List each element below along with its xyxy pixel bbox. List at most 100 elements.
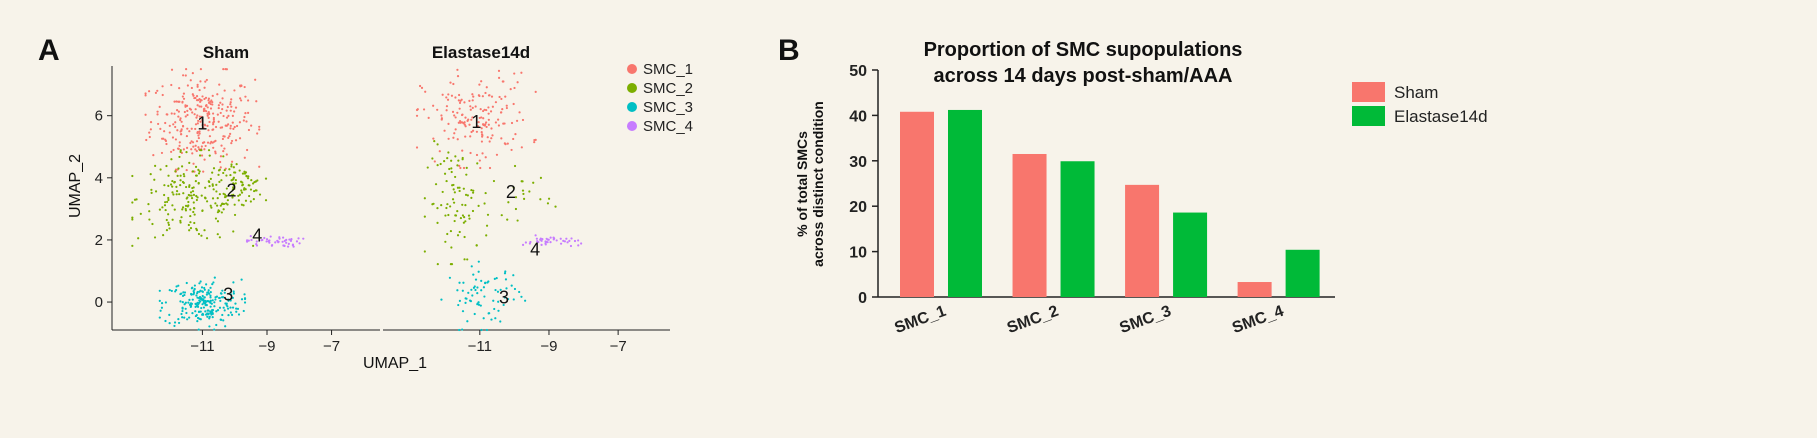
umap-point-smc1 — [452, 136, 455, 139]
umap-point-smc4 — [577, 244, 580, 247]
umap-point-smc2 — [456, 210, 459, 213]
umap-point-smc2 — [221, 202, 224, 205]
umap-point-smc1 — [196, 131, 199, 134]
umap-point-smc3 — [461, 310, 465, 313]
umap-point-smc1 — [445, 105, 449, 108]
umap-point-smc3 — [170, 289, 173, 293]
umap-point-smc3 — [209, 294, 212, 297]
umap-point-smc1 — [159, 127, 162, 131]
umap-point-smc1 — [204, 96, 208, 99]
umap-point-smc1 — [534, 90, 537, 93]
umap-point-smc2 — [547, 197, 551, 200]
umap-point-smc2 — [192, 186, 195, 189]
umap-point-smc3 — [198, 295, 202, 299]
umap-point-smc1 — [453, 132, 456, 135]
umap-point-smc2 — [471, 209, 475, 213]
umap-point-smc3 — [458, 328, 461, 332]
umap-point-smc1 — [488, 166, 492, 170]
umap-point-smc1 — [512, 137, 515, 141]
umap-point-smc1 — [471, 129, 475, 132]
umap-point-smc2 — [167, 174, 170, 177]
umap-point-smc4 — [247, 239, 250, 242]
umap-point-smc1 — [209, 102, 212, 106]
umap-point-smc3 — [198, 301, 201, 304]
umap-point-smc1 — [160, 151, 164, 155]
umap-point-smc2 — [195, 227, 198, 230]
umap-point-smc2 — [230, 165, 233, 168]
umap-point-smc2 — [188, 229, 191, 232]
umap-point-smc3 — [204, 310, 207, 313]
umap-point-smc3 — [202, 301, 205, 304]
umap-x-tick-label: −7 — [323, 338, 340, 355]
bar-elastase14d-smc2 — [1060, 161, 1095, 297]
umap-point-smc1 — [515, 119, 519, 122]
umap-point-smc2 — [447, 213, 450, 217]
umap-point-smc2 — [464, 193, 468, 196]
umap-point-smc1 — [458, 164, 461, 168]
umap-point-smc3 — [240, 298, 244, 301]
umap-point-smc1 — [533, 141, 536, 144]
umap-point-smc2 — [476, 162, 479, 165]
umap-point-smc1 — [441, 93, 444, 96]
umap-point-smc2 — [436, 207, 439, 210]
umap-point-smc3 — [231, 296, 234, 299]
umap-point-smc2 — [172, 193, 175, 196]
umap-point-smc1 — [206, 114, 209, 117]
umap-point-smc3 — [181, 309, 184, 313]
umap-point-smc2 — [179, 221, 182, 224]
umap-point-smc2 — [175, 190, 179, 193]
umap-point-smc1 — [480, 127, 483, 130]
umap-point-smc1 — [456, 68, 459, 71]
umap-point-smc1 — [200, 154, 204, 157]
umap-point-smc2 — [472, 189, 475, 192]
umap-point-smc1 — [219, 166, 222, 169]
umap-elastase-title: Elastase14d — [432, 43, 530, 62]
umap-point-smc3 — [224, 302, 227, 305]
umap-point-smc2 — [234, 178, 237, 182]
umap-point-smc1 — [471, 106, 474, 109]
bar-sham-smc3 — [1125, 184, 1160, 297]
umap-point-smc2 — [197, 232, 201, 236]
umap-point-smc1 — [222, 114, 225, 118]
umap-point-smc2 — [192, 210, 195, 214]
umap-point-smc1 — [459, 121, 462, 124]
umap-point-smc1 — [479, 166, 482, 170]
umap-point-smc3 — [237, 313, 241, 316]
umap-x-tick-label: −11 — [190, 338, 214, 355]
umap-cluster-label: 1 — [471, 112, 481, 132]
bar-category-label: SMC_3 — [1117, 303, 1173, 337]
umap-point-smc2 — [486, 213, 490, 216]
umap-point-smc1 — [182, 74, 185, 77]
umap-point-smc2 — [188, 161, 191, 164]
umap-point-smc2 — [231, 188, 234, 191]
umap-point-smc2 — [211, 183, 214, 186]
umap-point-smc1 — [468, 99, 471, 102]
umap-point-smc2 — [514, 207, 518, 211]
umap-point-smc2 — [453, 191, 456, 194]
umap-point-smc4 — [285, 241, 288, 244]
umap-point-smc1 — [170, 83, 173, 87]
umap-point-smc2 — [233, 213, 237, 217]
umap-point-smc1 — [447, 137, 450, 140]
umap-point-smc1 — [227, 123, 230, 126]
umap-point-smc3 — [235, 310, 238, 313]
umap-point-smc2 — [165, 164, 168, 168]
umap-point-smc2 — [256, 179, 259, 182]
umap-point-smc2 — [225, 202, 228, 205]
umap-point-smc2 — [184, 204, 188, 207]
umap-point-smc1 — [175, 100, 178, 103]
umap-point-smc1 — [212, 116, 215, 120]
umap-point-smc3 — [472, 273, 475, 276]
umap-point-smc2 — [223, 193, 227, 196]
umap-point-smc1 — [490, 95, 494, 98]
bar-elastase14d-smc3 — [1173, 212, 1208, 297]
umap-point-smc3 — [494, 288, 497, 292]
umap-point-smc1 — [173, 100, 176, 103]
umap-point-smc1 — [203, 86, 206, 89]
umap-point-smc1 — [190, 127, 193, 130]
umap-point-smc4 — [274, 241, 277, 244]
umap-point-smc1 — [521, 118, 525, 122]
umap-point-smc4 — [534, 234, 537, 237]
umap-point-smc1 — [171, 136, 175, 139]
umap-point-smc3 — [177, 318, 180, 321]
